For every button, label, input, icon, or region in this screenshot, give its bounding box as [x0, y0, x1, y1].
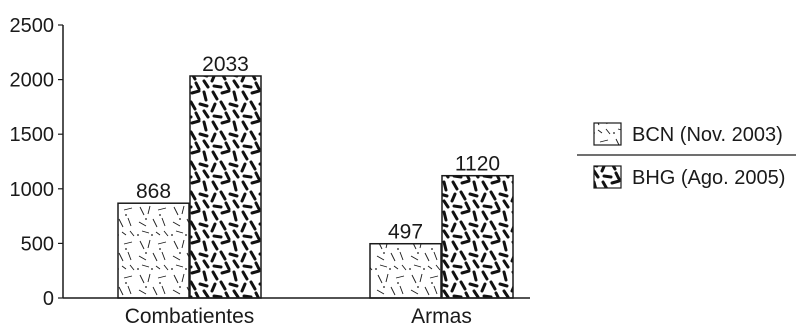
legend-label-series-2: BHG (Ago. 2005)	[632, 167, 785, 189]
x-category-label-combatientes: Combatientes	[125, 305, 255, 328]
legend-label-series-1: BCN (Nov. 2003)	[632, 124, 783, 146]
y-tick-label-0: 0	[43, 288, 54, 310]
legend-swatch-series-2	[593, 165, 622, 189]
data-label-combatientes-series-2: 2033	[202, 53, 249, 76]
y-tick-label-500: 500	[21, 233, 54, 255]
legend-swatch-series-1	[593, 122, 622, 146]
y-tick-label-2500: 2500	[10, 15, 55, 37]
bar-combatientes-series-2	[189, 75, 262, 299]
x-category-label-armas: Armas	[411, 305, 472, 328]
data-label-armas-series-1: 497	[388, 221, 423, 244]
bar-combatientes-series-1	[117, 202, 190, 299]
bar-armas-series-2	[441, 174, 514, 299]
plot-area: 868 497 2033 1120 0 500 1000 1500 2000 2500 Combat…	[10, 15, 530, 328]
y-tick-label-2000: 2000	[10, 70, 55, 92]
data-label-armas-series-2: 1120	[455, 153, 500, 176]
data-label-combatientes-series-1: 868	[136, 180, 171, 203]
y-tick-label-1500: 1500	[10, 124, 55, 146]
bar-armas-series-1	[369, 242, 442, 299]
legend: BCN (Nov. 2003) BHG (Ago. 2005)	[577, 122, 796, 189]
y-tick-label-1000: 1000	[10, 179, 55, 201]
